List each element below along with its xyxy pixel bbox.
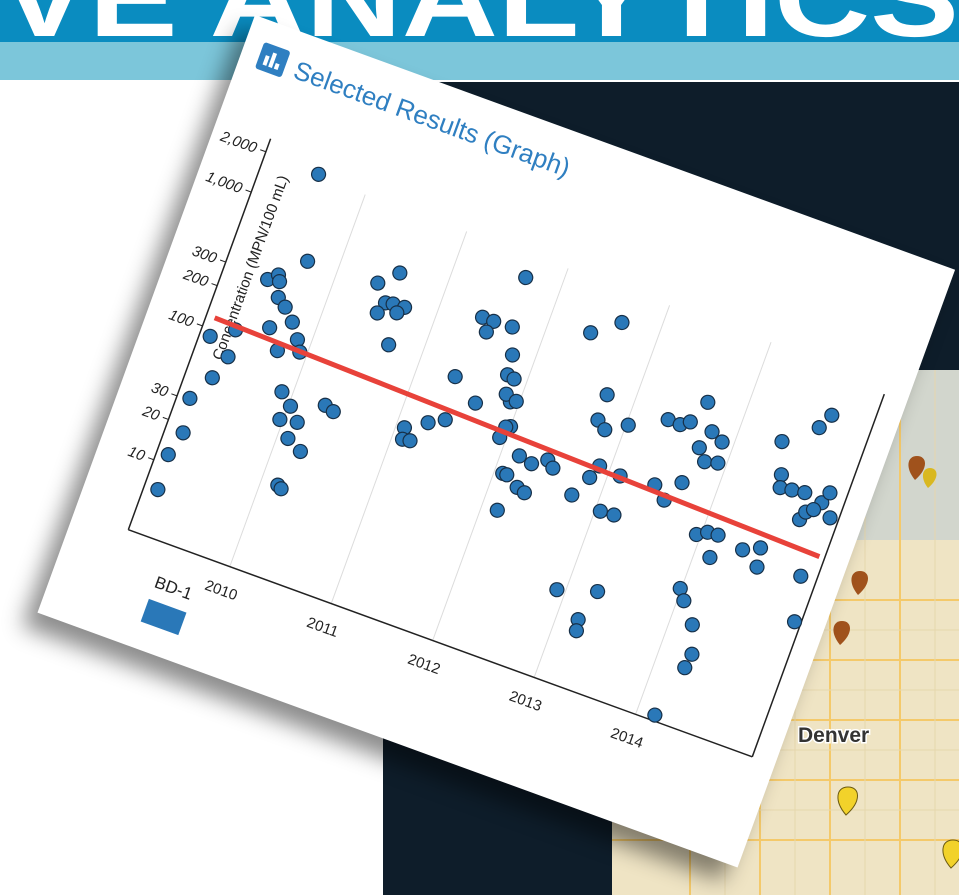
legend-swatch — [141, 599, 187, 635]
x-tick-label: 2013 — [507, 688, 544, 715]
y-tick — [163, 417, 169, 419]
data-point — [823, 406, 841, 424]
data-point — [291, 443, 309, 461]
data-point — [673, 474, 691, 492]
y-tick-label: 100 — [167, 306, 197, 331]
y-tick — [220, 260, 226, 262]
data-point — [299, 252, 317, 270]
data-point — [563, 486, 581, 504]
data-point — [288, 413, 306, 431]
data-point — [271, 411, 289, 429]
data-point — [283, 313, 301, 331]
y-tick — [171, 394, 177, 396]
x-tick-label: 2014 — [608, 725, 645, 752]
y-tick-label: 1,000 — [203, 168, 245, 197]
data-point — [466, 394, 484, 412]
data-point — [273, 383, 291, 401]
data-point — [181, 389, 199, 407]
y-tick-label: 30 — [149, 379, 171, 401]
data-point — [752, 539, 770, 557]
data-point — [281, 397, 299, 415]
y-tick — [246, 190, 252, 192]
data-point — [203, 369, 221, 387]
data-point — [582, 324, 600, 342]
data-point — [149, 481, 167, 499]
data-point — [646, 706, 664, 724]
data-point — [279, 429, 297, 447]
y-tick-label: 20 — [139, 402, 162, 424]
data-point — [159, 446, 177, 464]
data-point — [709, 454, 727, 472]
data-point — [503, 318, 521, 336]
data-point — [699, 393, 717, 411]
data-point — [380, 336, 398, 354]
data-point — [517, 269, 535, 287]
y-tick-label: 200 — [180, 266, 211, 291]
x-tick-label: 2012 — [405, 651, 442, 678]
data-point — [810, 419, 828, 437]
screen: VE ANALYTICS D — [0, 0, 959, 895]
data-point — [391, 264, 409, 282]
data-point — [598, 386, 616, 404]
data-point — [683, 616, 701, 634]
data-point — [174, 424, 192, 442]
data-point — [369, 274, 387, 292]
data-point — [419, 414, 437, 432]
x-tick-label: 2011 — [304, 614, 340, 641]
data-point — [591, 502, 609, 520]
data-point — [792, 567, 810, 585]
data-point — [504, 346, 522, 364]
y-tick — [260, 150, 266, 152]
y-tick-label: 2,000 — [217, 128, 260, 157]
y-tick — [197, 324, 203, 326]
y-tick-label: 300 — [190, 243, 220, 268]
data-point — [548, 581, 566, 599]
data-point — [619, 416, 637, 434]
x-tick-label: 2010 — [202, 577, 239, 604]
data-point — [748, 558, 766, 576]
data-point — [734, 541, 752, 559]
data-point — [261, 319, 279, 337]
banner-strip — [0, 42, 959, 80]
data-point — [589, 583, 607, 601]
data-point — [446, 368, 464, 386]
y-tick — [148, 458, 154, 460]
data-point — [605, 506, 623, 524]
data-point — [773, 433, 791, 451]
y-tick-label: 10 — [126, 443, 148, 465]
map-label: Denver — [798, 724, 869, 747]
data-point — [701, 549, 719, 567]
data-point — [613, 314, 631, 332]
data-point — [488, 501, 506, 519]
y-tick — [212, 284, 218, 286]
data-point — [786, 613, 804, 631]
data-point — [310, 165, 328, 183]
legend-label: BD-1 — [152, 573, 195, 604]
data-point — [690, 439, 708, 457]
